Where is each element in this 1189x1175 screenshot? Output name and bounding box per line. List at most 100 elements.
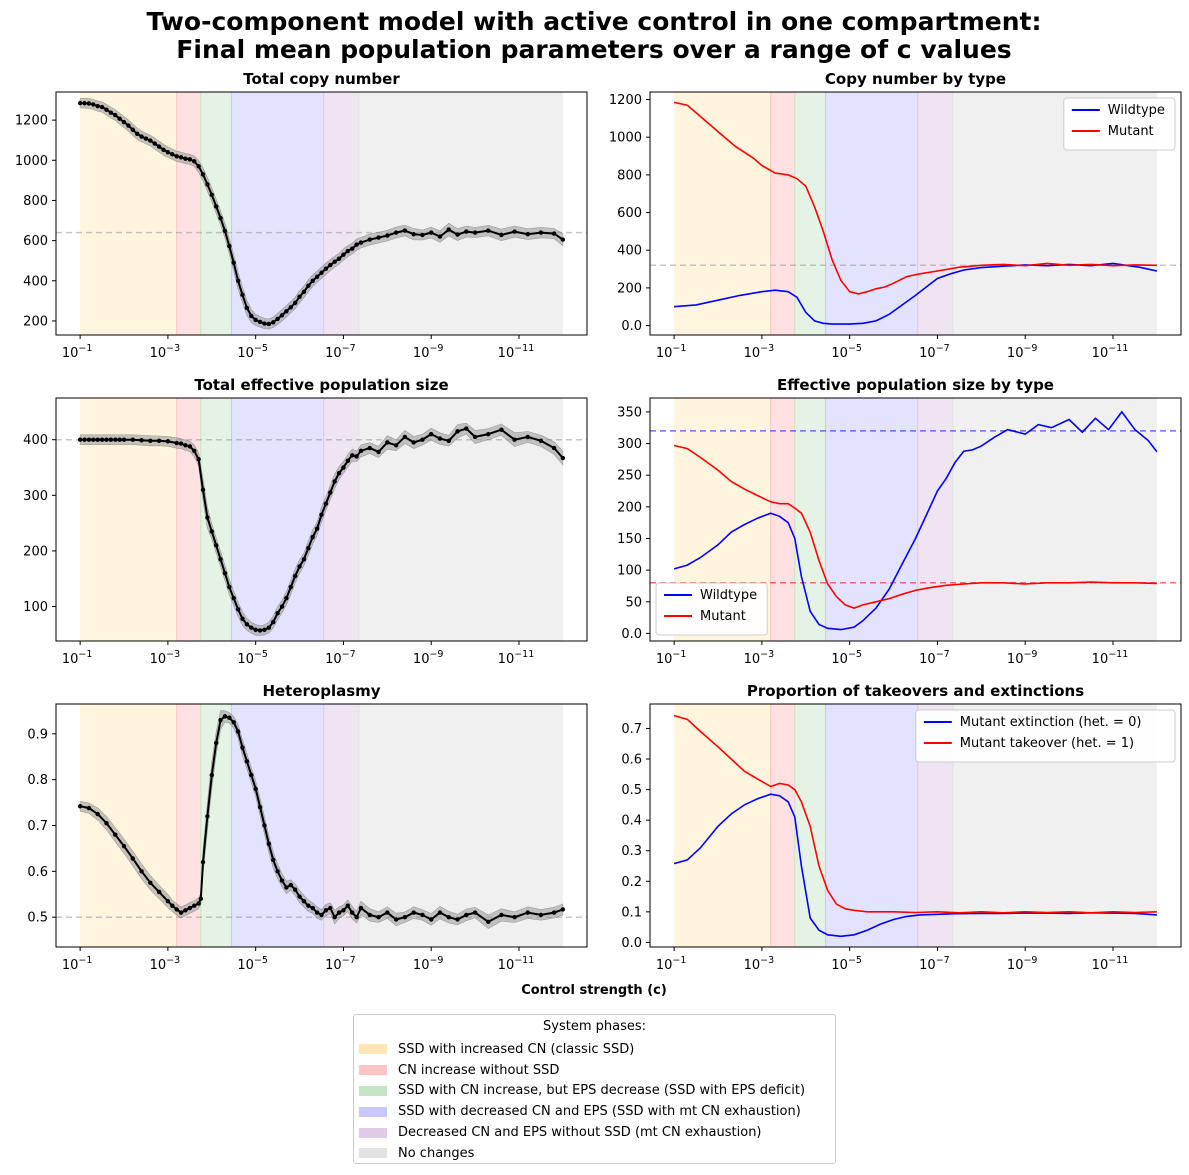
- data-point: [77, 437, 83, 442]
- data-point: [367, 912, 372, 918]
- panel-title: Copy number by type: [825, 70, 1006, 88]
- phase-region: [200, 398, 232, 641]
- data-point: [174, 440, 179, 446]
- data-point: [486, 228, 491, 233]
- data-point: [538, 438, 544, 444]
- data-point: [86, 805, 92, 811]
- phase-region: [825, 398, 918, 641]
- y-tick-label: 1000: [15, 154, 48, 169]
- data-point: [367, 237, 372, 242]
- data-point: [165, 150, 171, 155]
- phase-legend-title: System phases:: [543, 1019, 646, 1034]
- panel-6: Proportion of takeovers and extinctions 1…: [621, 682, 1182, 973]
- data-point: [354, 454, 359, 459]
- data-point: [178, 910, 184, 915]
- data-point: [319, 512, 324, 517]
- x-tick-label: 10−9: [1007, 649, 1038, 667]
- legend-label: Mutant takeover (het. = 1): [960, 736, 1134, 751]
- x-tick-label: 10−7: [919, 343, 950, 361]
- phase-region: [176, 398, 201, 641]
- data-point: [187, 157, 193, 162]
- phase-region: [231, 92, 324, 335]
- data-point: [486, 919, 491, 924]
- x-tick-label: 10−1: [656, 649, 687, 667]
- data-point: [551, 445, 557, 451]
- series-line-wildtype: [673, 793, 1157, 938]
- x-tick-label: 10−1: [656, 343, 687, 361]
- data-point: [165, 898, 171, 904]
- data-point: [113, 437, 118, 442]
- y-tick-label: 0.7: [621, 722, 642, 737]
- y-tick-label: 400: [23, 433, 48, 448]
- phase-label: CN increase without SSD: [398, 1062, 560, 1078]
- data-point: [262, 627, 267, 633]
- data-point: [345, 458, 351, 464]
- data-point: [240, 292, 245, 298]
- phase-label: SSD with decreased CN and EPS (SSD with …: [398, 1104, 801, 1120]
- data-point: [336, 470, 342, 476]
- data-point: [266, 321, 272, 327]
- data-point: [420, 437, 425, 442]
- data-point: [121, 437, 127, 442]
- series-legend: Wildtype Mutant: [1063, 97, 1176, 151]
- phase-swatch: [359, 1065, 387, 1076]
- data-point: [393, 230, 399, 235]
- x-tick-label: 10−11: [1092, 343, 1129, 361]
- data-point: [301, 557, 307, 562]
- data-point: [200, 172, 206, 177]
- data-point: [82, 101, 87, 106]
- y-tick-label: 0.0: [621, 936, 642, 951]
- data-point: [314, 526, 320, 531]
- data-point: [275, 869, 280, 874]
- data-point: [297, 894, 302, 899]
- data-point: [288, 305, 293, 310]
- data-point: [341, 465, 346, 470]
- phase-legend-item: SSD with CN increase, but EPS decrease (…: [354, 1081, 835, 1102]
- data-point: [336, 910, 342, 915]
- y-tick-label: 600: [617, 206, 642, 221]
- phase-swatch: [359, 1106, 387, 1117]
- data-point: [165, 439, 171, 444]
- panel-4: Effective population size by type 10−1 10−…: [617, 376, 1182, 667]
- data-point: [332, 479, 337, 484]
- data-point: [113, 112, 118, 118]
- data-point: [222, 228, 228, 234]
- data-point: [99, 104, 105, 110]
- data-point: [393, 917, 399, 922]
- data-point: [486, 431, 491, 437]
- data-point: [192, 448, 197, 454]
- y-tick-label: 300: [617, 437, 642, 452]
- data-point: [121, 119, 127, 125]
- data-point: [314, 910, 320, 915]
- data-point: [174, 907, 179, 912]
- x-tick-label: 10−9: [413, 649, 444, 667]
- phase-region: [176, 92, 201, 335]
- data-point: [525, 434, 530, 440]
- data-point: [354, 242, 359, 247]
- data-point: [402, 228, 408, 233]
- data-point: [358, 240, 364, 245]
- y-tick-label: 100: [617, 564, 642, 579]
- data-point: [271, 857, 276, 863]
- data-point: [99, 437, 105, 442]
- x-tick-label: 10−7: [325, 649, 356, 667]
- data-point: [108, 437, 114, 442]
- y-tick-label: 0.5: [27, 911, 48, 926]
- data-point: [174, 154, 179, 159]
- data-point: [253, 627, 258, 633]
- data-point: [472, 910, 478, 915]
- data-point: [117, 116, 122, 121]
- data-point: [464, 229, 469, 234]
- data-point: [332, 259, 337, 264]
- y-tick-label: 250: [617, 469, 642, 484]
- data-point: [77, 100, 83, 106]
- data-point: [249, 772, 254, 778]
- series-line-mutant: [673, 101, 1157, 295]
- data-point: [244, 305, 250, 311]
- data-point: [350, 246, 355, 251]
- data-point: [205, 814, 210, 819]
- data-point: [130, 127, 135, 132]
- data-point: [209, 192, 214, 198]
- data-point: [499, 912, 504, 918]
- plot-frame: [649, 397, 1182, 642]
